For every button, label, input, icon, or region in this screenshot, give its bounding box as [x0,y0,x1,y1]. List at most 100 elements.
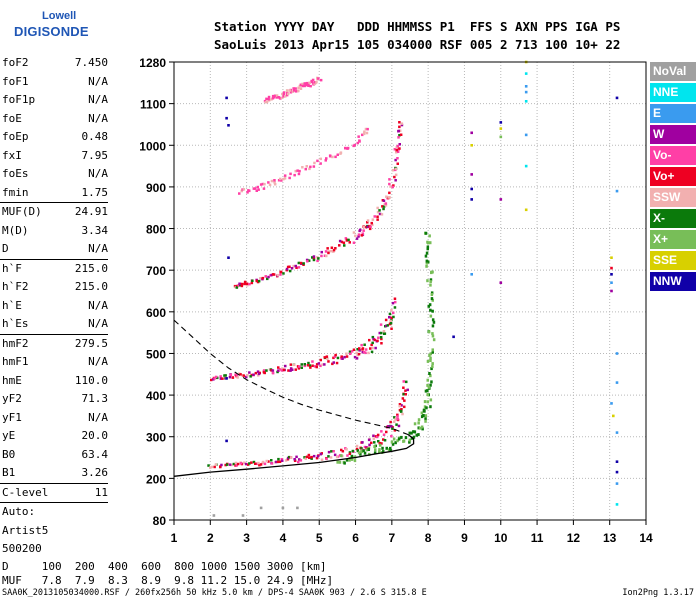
trace-point [363,445,367,449]
trace-point [342,241,346,244]
x-trace-point [420,411,424,415]
trace-point [213,465,216,469]
param-key: MUF(D) [2,205,42,218]
x-trace-point [429,383,432,387]
trace-point [307,84,310,87]
trace-point [398,143,401,146]
trace-point [348,452,352,455]
trace-point [245,375,248,379]
param-row-fxi: fxI 7.95 [0,147,112,166]
x-trace-point [429,405,432,409]
trace-point [270,459,273,462]
trace-point [395,151,398,154]
param-value: N/A [88,93,108,106]
trace-point [358,229,361,233]
x-tick-label: 12 [567,531,581,545]
trace-point [334,155,337,159]
trace-point [360,234,364,237]
echo-point [452,335,455,339]
trace-point [332,450,335,453]
trace-point [255,279,258,283]
trace-point [264,100,267,104]
x-trace-point [408,431,411,435]
trace-point [293,363,296,367]
param-value: 7.95 [81,148,109,162]
param-key: hmF1 [2,355,29,368]
param-value: 0.48 [81,130,109,143]
trace-point [282,368,286,372]
trace-point [276,273,279,277]
param-row-fof1: foF1 N/A [0,73,112,92]
x-trace-point [427,304,430,308]
trace-point [332,356,335,360]
param-value: 71.3 [81,392,109,405]
trace-point [325,157,328,160]
echo-point [470,187,473,191]
trace-point [358,349,361,352]
trace-point [357,235,360,238]
param-row-clevel: C-level 11 [0,484,112,503]
trace-point [388,316,391,319]
x-trace-point [404,436,408,440]
trace-point [265,97,268,101]
distance-row: D 100 200 400 600 800 1000 1500 3000 [km… [2,560,327,573]
y-tick-label: 1000 [139,139,166,153]
trace-point [298,365,301,368]
trace-point [396,415,399,418]
trace-point [311,360,314,363]
trace-point [296,365,300,368]
x-trace-point [426,393,429,397]
trace-point [267,181,270,184]
trace-point [360,447,363,450]
trace-point [386,324,389,327]
trace-point [385,430,388,434]
trace-point [319,78,323,82]
autoscale-line2: Artist5 [0,522,112,541]
trace-point [291,90,295,93]
param-row-d: D N/A [0,240,112,259]
trace-point [393,175,396,179]
x-trace-point [356,449,360,453]
trace-point [249,375,252,378]
x-trace-point [417,418,421,422]
trace-point [273,179,276,182]
trace-point [310,455,313,459]
param-row-ye: yE 20.0 [0,427,112,446]
trace-point [283,174,287,177]
param-value: 3.34 [81,223,109,237]
trace-point [348,241,351,244]
trace-point [319,157,322,161]
x-trace-point [428,303,432,307]
trace-point [332,250,335,253]
x-trace-point [429,278,433,282]
trace-point [220,463,223,467]
trace-point [276,460,280,464]
x-trace-point [429,352,432,356]
logo-line1: Lowell [42,10,77,22]
trace-point [305,165,308,168]
trace-point [234,461,238,465]
trace-point [403,399,406,402]
trace-point [299,459,303,462]
x-trace-point [426,247,429,251]
trace-point [350,350,354,353]
trace-point [315,365,318,369]
trace-point [325,355,329,358]
legend-item-nne: NNE [650,83,696,102]
trace-point [312,255,316,258]
trace-point [397,136,400,139]
x-trace-point [432,320,436,324]
trace-point [362,229,365,232]
param-value: 279.5 [74,336,108,350]
echo-point [524,90,528,94]
x-trace-point [431,334,435,338]
trace-point [390,316,393,320]
x-trace-point [426,245,430,249]
trace-point [319,162,322,165]
trace-point [368,443,371,447]
trace-point [259,183,263,186]
param-row-foes: foEs N/A [0,165,112,184]
trace-point [358,347,361,350]
trace-point [293,459,297,462]
trace-point [254,371,258,375]
